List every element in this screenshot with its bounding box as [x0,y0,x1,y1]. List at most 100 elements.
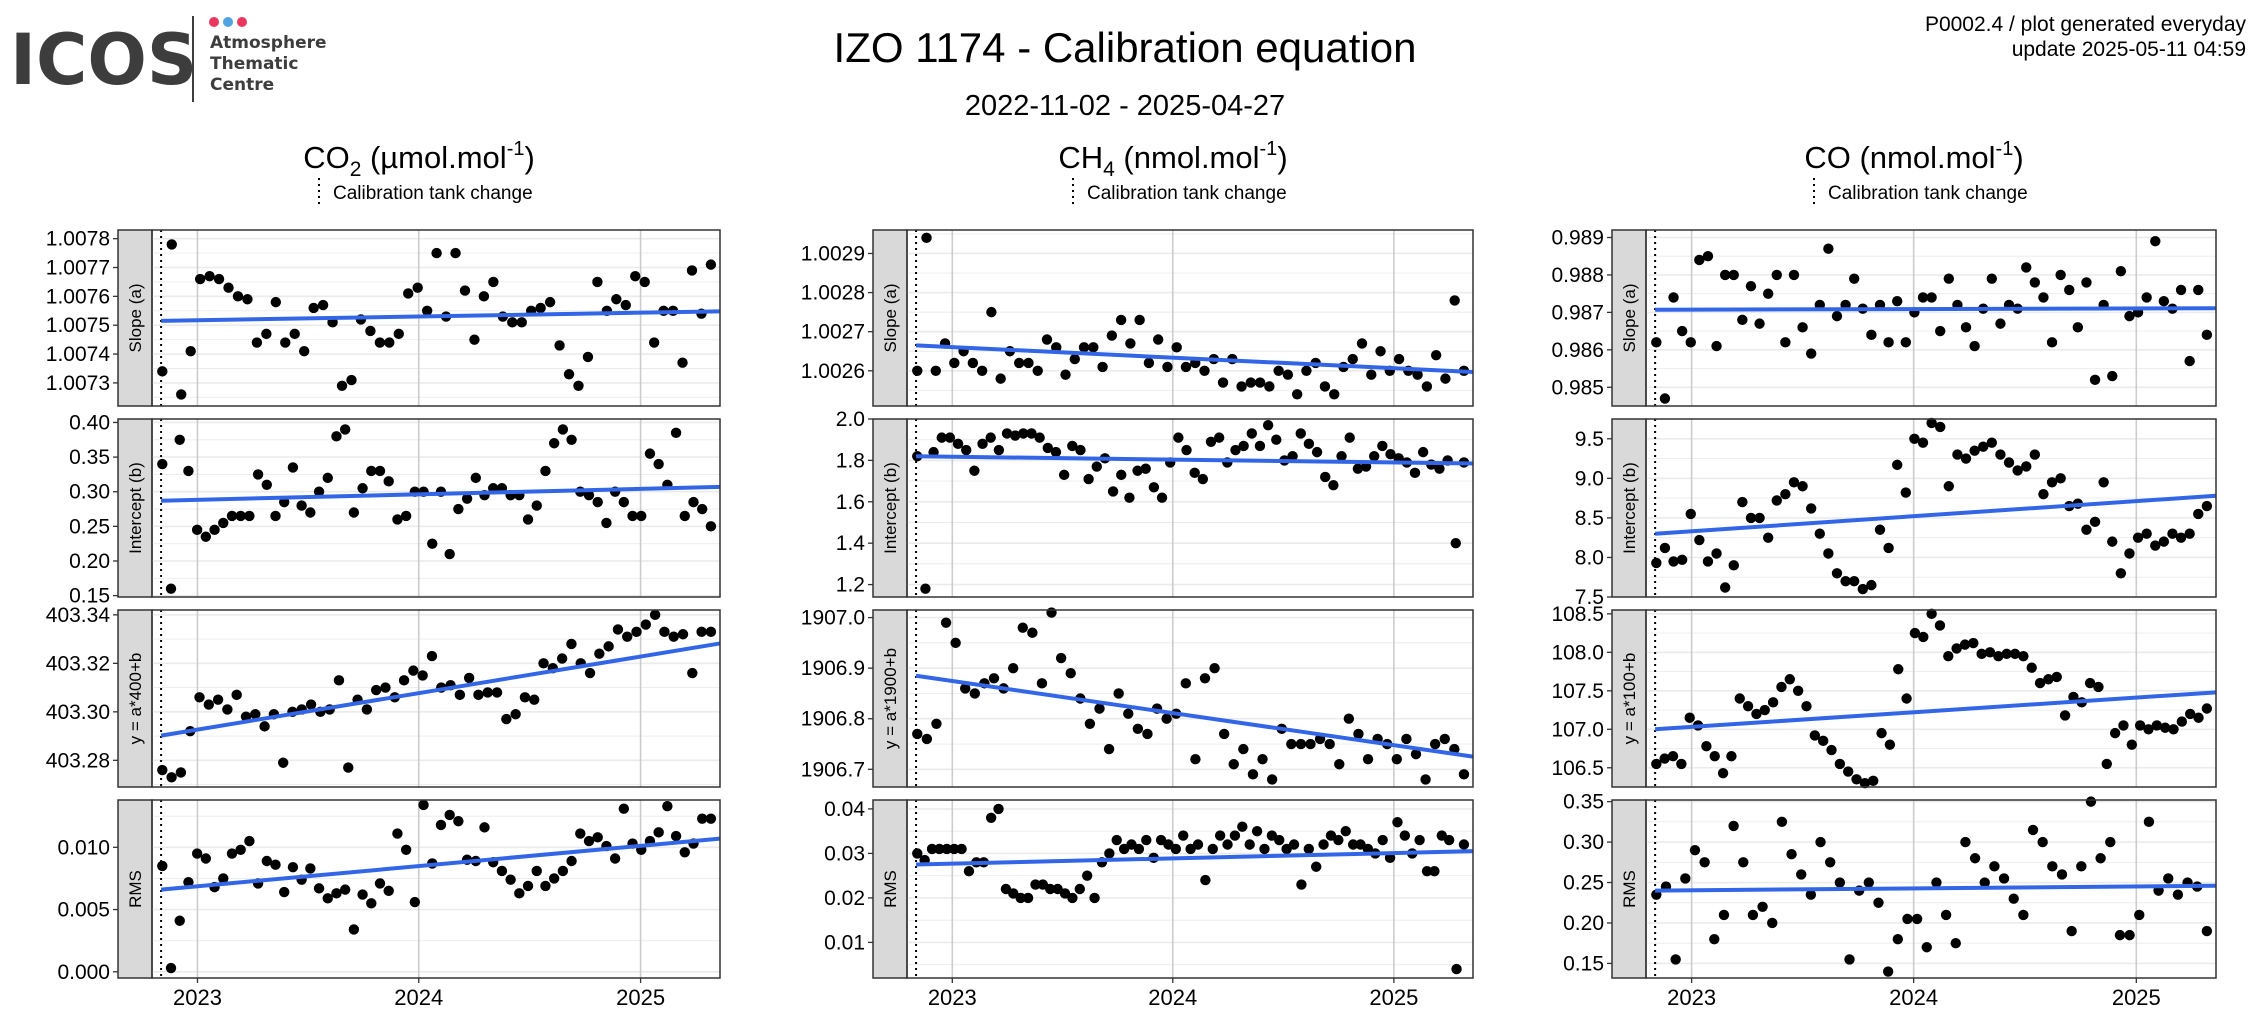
column-title-superscript: -1 [1260,138,1278,160]
data-point [366,898,377,909]
strip-label: y = a*100+b [1620,653,1639,745]
data-point [1007,662,1019,674]
data-point [1979,877,1990,888]
data-point [2114,929,2126,941]
data-point [1180,678,1192,689]
data-point [1986,437,1998,448]
data-point [1859,777,1871,789]
data-point [1801,700,1812,712]
data-point [339,884,351,895]
data-point [2134,720,2146,731]
panel-border [906,418,1474,598]
y-tick-label: 0.04 [824,798,865,821]
data-point [226,510,238,522]
data-point [403,288,414,299]
data-point [1651,758,1662,770]
data-point [1976,648,1987,660]
data-point [1229,830,1241,841]
data-point [1320,471,1331,483]
data-point [365,325,376,337]
data-point [1952,449,1963,460]
data-point [1757,901,1768,912]
data-point [1921,942,1932,953]
data-point [2008,893,2019,904]
data-point [1295,738,1307,750]
data-point [2037,836,2048,848]
data-point [1334,759,1345,770]
data-point [213,273,225,285]
data-point [921,733,933,745]
data-point [705,259,717,270]
regression-line [161,484,721,503]
panel-border [151,229,721,407]
data-point [993,444,1005,456]
data-point [963,866,975,877]
data-point [1420,774,1431,785]
data-point [1041,334,1053,345]
data-point [463,672,475,684]
data-point [696,503,708,515]
y-tick-label: 1.0076 [46,285,110,308]
data-point [540,465,551,477]
data-point [986,306,997,318]
data-point [478,291,490,302]
data-point [1926,608,1937,620]
data-point [251,337,263,348]
data-point [1676,758,1687,770]
strip-label: Slope (a) [126,284,145,353]
data-point [1111,834,1122,846]
x-tick-label: 2024 [1889,985,1938,1010]
data-point [1717,767,1729,779]
data-point [1909,627,1921,639]
y-tick-label: 0.989 [1551,226,1604,249]
data-point [1848,575,1860,587]
data-point [1173,432,1184,443]
data-point [1142,728,1153,740]
data-point [631,626,642,638]
data-point [482,687,493,698]
data-point [2021,461,2032,472]
data-point [936,432,947,443]
data-point [1823,243,1834,254]
data-point [1318,839,1329,850]
column-title-superscript: -1 [507,138,525,160]
y-tick-label: 106.5 [1551,757,1604,780]
data-point [1995,318,2006,329]
data-point [488,276,499,288]
data-point [1329,389,1340,400]
panel-border [906,799,1474,979]
data-point [1045,883,1056,895]
strip-background [117,418,153,598]
data-point [166,239,177,250]
data-point [1393,353,1405,365]
column-title-subscript: 2 [350,158,362,181]
data-point [1728,560,1739,571]
data-point [380,682,391,693]
x-tick-label: 2023 [173,985,222,1010]
data-point [1694,254,1705,266]
data-point [1892,933,1904,945]
data-point [1001,428,1013,439]
data-point [1107,486,1119,497]
data-point [1015,892,1026,904]
data-point [535,302,546,314]
column-title-unit: (nmol.mol [1851,140,1996,175]
data-point [1659,542,1671,554]
data-point [1287,451,1298,462]
data-point [926,843,938,855]
y-tick-label: 8.0 [1575,546,1604,569]
data-point [374,337,386,348]
y-tick-label: 108.5 [1551,603,1604,626]
data-point [244,835,255,847]
data-point [1251,825,1263,837]
data-point [1651,337,1662,348]
data-point [479,822,490,833]
panel-co2-row-2: y = a*400+b 403.28 403.30 403.32 403.34 [46,604,721,788]
data-point [566,434,577,445]
data-point [1319,381,1331,392]
data-point [976,365,988,376]
data-point [2193,284,2204,296]
data-point [611,294,622,305]
data-point [566,855,577,867]
data-point [1094,703,1105,714]
